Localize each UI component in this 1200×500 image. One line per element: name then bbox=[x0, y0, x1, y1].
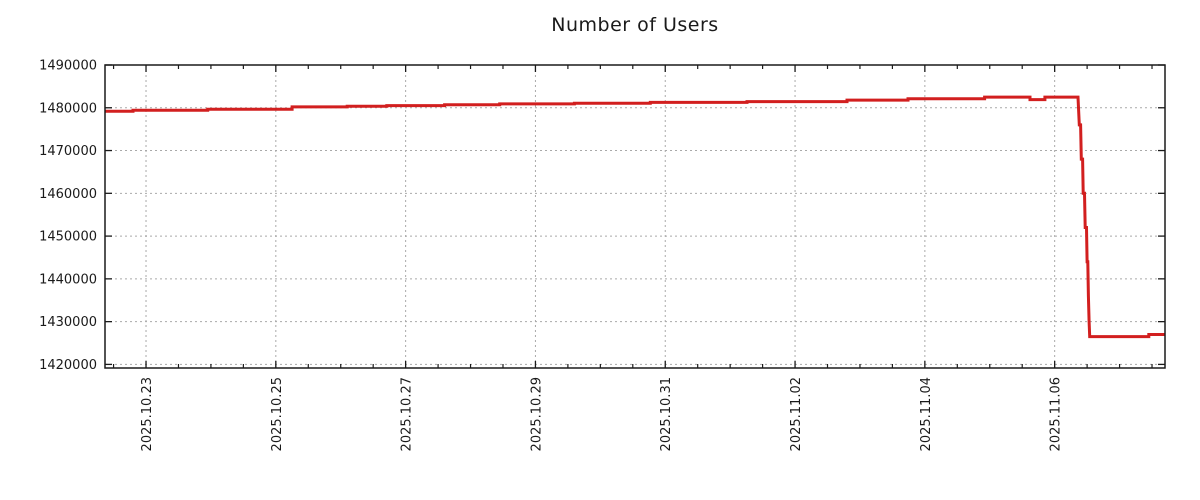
x-tick-label: 2025.10.23 bbox=[140, 377, 155, 451]
y-tick-label: 1470000 bbox=[39, 144, 97, 159]
data-line-number-of-users bbox=[105, 95, 1165, 339]
x-tick-label: 2025.10.31 bbox=[659, 377, 674, 451]
chart-title: Number of Users bbox=[551, 14, 719, 36]
x-tick-label: 2025.11.02 bbox=[789, 377, 804, 451]
y-tick-label: 1420000 bbox=[39, 358, 97, 373]
y-tick-label: 1480000 bbox=[39, 101, 97, 116]
y-tick-label: 1460000 bbox=[39, 187, 97, 202]
x-tick-label: 2025.10.29 bbox=[529, 377, 544, 451]
x-tick-label: 2025.10.25 bbox=[270, 377, 285, 451]
x-tick-label: 2025.10.27 bbox=[400, 377, 415, 451]
plot-border bbox=[104, 64, 1166, 369]
axis-labels: 1420000 1430000 1440000 1450000 1460000 14700… bbox=[39, 59, 1064, 452]
grid-lines bbox=[105, 64, 1165, 368]
y-tick-label: 1450000 bbox=[39, 230, 97, 245]
x-tick-label: 2025.11.04 bbox=[919, 377, 934, 451]
y-tick-label: 1430000 bbox=[39, 315, 97, 330]
x-tick-label: 2025.11.06 bbox=[1049, 377, 1064, 451]
y-tick-label: 1490000 bbox=[39, 59, 97, 74]
y-tick-label: 1440000 bbox=[39, 272, 97, 287]
